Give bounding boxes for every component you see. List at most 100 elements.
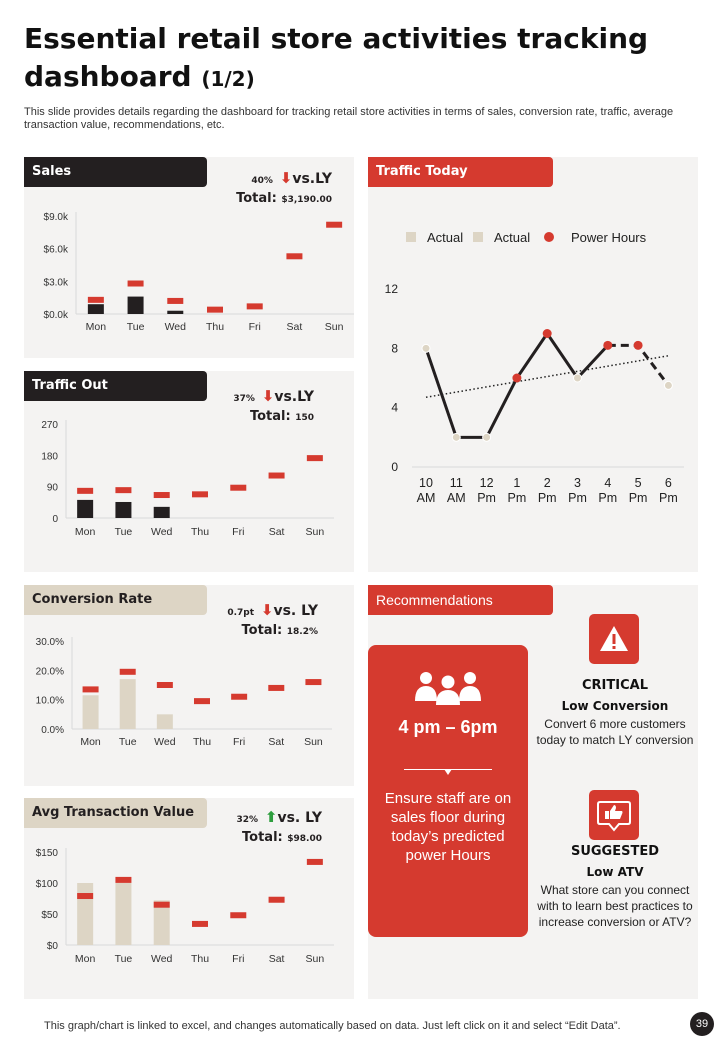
traffic-out-stat: 37% ⬇vs.LY Total: 150 xyxy=(174,387,314,427)
atv-last-year-marker xyxy=(153,901,170,908)
atv-last-year-marker xyxy=(230,912,247,919)
traffic-today-panel: Traffic Today Actual Actual Power Hours 0 4 8… xyxy=(368,157,698,572)
conversion-last-year-marker xyxy=(268,684,285,691)
sales-pct: 40% xyxy=(251,176,273,186)
page-number: 39 xyxy=(690,1012,714,1036)
conversion-pct: 0.7pt xyxy=(227,608,255,618)
sales-y-tick-label: $6.0k xyxy=(44,245,69,256)
power-hour-point xyxy=(603,340,613,350)
conversion-x-tick-label: Sat xyxy=(268,736,284,748)
traffic-actual-line xyxy=(424,332,609,439)
power-hour-point xyxy=(512,373,522,383)
recommendation-card: 4 pm – 6pm Ensure staff are on sales flo… xyxy=(368,645,528,937)
atv-total-value: $98.00 xyxy=(287,834,322,844)
traffic-x-tick-label: 5 Pm xyxy=(629,476,648,505)
warning-icon xyxy=(589,614,639,664)
traffic_out-last-year-marker xyxy=(115,487,132,494)
traffic_out-actual-bar xyxy=(115,501,132,518)
suggested-sub: Low ATV xyxy=(586,865,644,879)
power-hour-point xyxy=(542,329,552,338)
conversion-y-tick-label: 20.0% xyxy=(36,666,64,677)
atv-last-year-marker xyxy=(77,893,94,900)
traffic-forecast-line xyxy=(607,343,670,387)
sales-stat: 40% ⬇vs.LY Total: $3,190.00 xyxy=(174,169,332,209)
page-subtitle: This slide provides details regarding th… xyxy=(24,106,674,131)
atv-y-tick-label: $100 xyxy=(36,879,59,890)
legend-label: Power Hours xyxy=(571,230,647,245)
sales-x-tick-label: Mon xyxy=(86,321,107,333)
suggested-block: SUGGESTED Low ATV What store can you con… xyxy=(532,842,698,930)
traffic-x-tick-label: 6 Pm xyxy=(659,476,678,505)
atv-last-year-marker xyxy=(306,858,323,865)
trendline xyxy=(425,355,669,399)
atv-vs: vs. LY xyxy=(277,810,322,826)
sales-header: Sales xyxy=(24,157,207,187)
traffic-out-total-label: Total: xyxy=(249,409,291,424)
sales-x-tick-label: Wed xyxy=(165,321,187,333)
atv-chart: $0 $50 $100 $150 Mon Tue Wed Thu Fri Sat Sun xyxy=(36,848,334,965)
sales-last-year-marker xyxy=(246,303,263,310)
atv-x-tick-label: Thu xyxy=(191,953,209,965)
critical-body: Convert 6 more customers today to match … xyxy=(536,717,694,747)
conversion-actual-bar xyxy=(119,679,136,729)
traffic_out-x-tick-label: Tue xyxy=(115,526,133,538)
traffic-y-tick-label: 0 xyxy=(391,460,398,474)
arrow-down-icon: ⬇ xyxy=(261,387,275,405)
conversion-actual-bar xyxy=(82,695,99,729)
traffic_out-x-tick-label: Fri xyxy=(232,526,244,538)
traffic-out-vs: vs.LY xyxy=(274,389,314,405)
atv-x-tick-label: Mon xyxy=(75,953,96,965)
sales-last-year-marker xyxy=(127,280,144,287)
critical-sub: Low Conversion xyxy=(561,699,669,713)
sales-x-tick-label: Sun xyxy=(325,321,344,333)
sales-x-tick-label: Thu xyxy=(206,321,224,333)
actual-point xyxy=(482,432,492,442)
atv-y-tick-label: $50 xyxy=(41,910,58,921)
traffic-x-tick-label: 11 AM xyxy=(447,476,466,505)
conversion-x-tick-label: Wed xyxy=(154,736,176,748)
traffic_out-last-year-marker xyxy=(192,491,208,498)
conversion-x-tick-label: Tue xyxy=(119,736,137,748)
sales-y-tick-label: $9.0k xyxy=(44,212,69,223)
traffic-out-chart: 0 90 180 270 Mon Tue Wed Thu Fri Sat Sun xyxy=(41,420,334,538)
conversion-y-tick-label: 10.0% xyxy=(36,696,64,707)
people-group-icon xyxy=(415,672,481,705)
traffic_out-last-year-marker xyxy=(77,487,94,494)
conversion-y-tick-label: 0.0% xyxy=(41,725,64,736)
conversion-x-tick-label: Sun xyxy=(304,736,323,748)
conversion-last-year-marker xyxy=(82,686,99,693)
footer-note: This graph/chart is linked to excel, and… xyxy=(44,1020,621,1032)
traffic-out-pct: 37% xyxy=(233,394,255,404)
traffic_out-x-tick-label: Sat xyxy=(269,526,285,538)
page-title-suffix: (1/2) xyxy=(201,67,255,91)
traffic-y-tick-label: 12 xyxy=(385,282,399,296)
recommendation-time: 4 pm – 6pm xyxy=(398,717,498,737)
conversion-x-tick-label: Fri xyxy=(233,736,245,748)
traffic_out-y-tick-label: 180 xyxy=(41,451,58,462)
conversion-y-tick-label: 30.0% xyxy=(36,637,64,648)
recommendations-header: Recommendations xyxy=(368,585,553,615)
atv-x-tick-label: Wed xyxy=(151,953,173,965)
atv-header: Avg Transaction Value xyxy=(24,798,207,828)
sales-x-tick-label: Sat xyxy=(287,321,303,333)
sales-last-year-marker xyxy=(207,306,223,313)
atv-total-label: Total: xyxy=(242,830,283,845)
recommendation-text: Ensure staff are on sales floor during t… xyxy=(384,790,512,864)
sales-x-tick-label: Fri xyxy=(249,321,261,333)
traffic-x-tick-label: 12 Pm xyxy=(477,476,496,505)
sales-total-label: Total: xyxy=(236,191,277,206)
sales-x-tick-label: Tue xyxy=(127,321,145,333)
conversion-total-value: 18.2% xyxy=(286,627,318,637)
sales-total-value: $3,190.00 xyxy=(281,195,332,205)
atv-pct: 32% xyxy=(236,815,259,825)
critical-block: CRITICAL Low Conversion Convert 6 more c… xyxy=(532,676,698,748)
traffic-x-tick-label: 10 AM xyxy=(417,476,436,505)
traffic-today-chart: Actual Actual Power Hours 0 4 8 12 10 AM 11 AM 12 Pm… xyxy=(385,230,684,505)
sales-last-year-marker xyxy=(286,253,303,260)
sales-y-tick-label: $3.0k xyxy=(44,277,69,288)
atv-last-year-marker xyxy=(115,876,132,883)
legend-actual-swatch xyxy=(406,232,416,242)
legend-actual-swatch xyxy=(473,232,483,242)
conversion-header: Conversion Rate xyxy=(24,585,207,615)
conversion-last-year-marker xyxy=(156,682,173,688)
